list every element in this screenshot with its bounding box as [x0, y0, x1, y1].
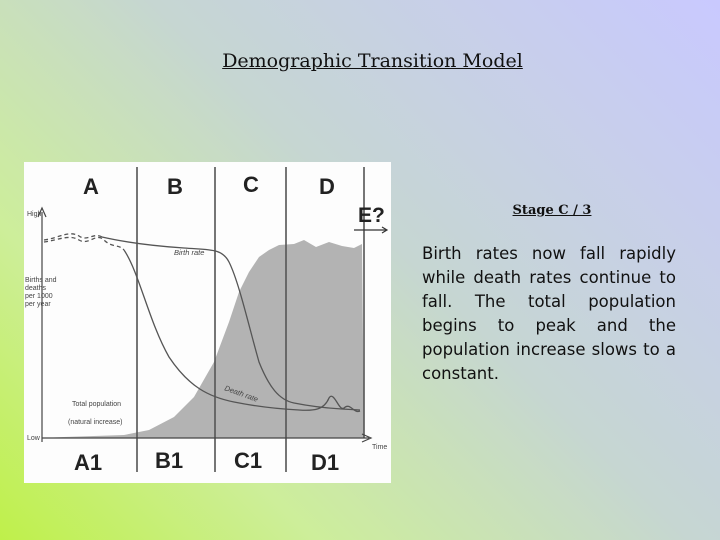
y-axis-label-line: Births and [25, 277, 57, 284]
stage-label-d1: D1 [311, 450, 339, 475]
slide-title: Demographic Transition Model [222, 50, 523, 72]
y-axis-label-line: per year [25, 301, 51, 308]
y-axis-arrow [37, 206, 47, 218]
dtm-diagram: A B C D E? A1 B1 C1 D1 High Low Births a… [25, 167, 389, 475]
y-axis-label-line: per 1000 [25, 293, 53, 300]
stage-label-a: A [83, 174, 99, 199]
total-population-label: Total population [72, 401, 121, 408]
demographic-transition-figure: A B C D E? A1 B1 C1 D1 High Low Births a… [24, 162, 391, 483]
birth-rate-label: Birth rate [174, 248, 204, 257]
birth-rate-curve [101, 236, 361, 411]
stage-heading: Stage C / 3 [512, 203, 592, 218]
stage-label-b: B [167, 174, 183, 199]
death-rate-curve-early [43, 236, 125, 251]
stage-label-b1: B1 [155, 448, 183, 473]
stage-label-e: E? [358, 204, 385, 227]
stage-label-c1: C1 [234, 448, 262, 473]
stage-description: Birth rates now fall rapidly while death… [422, 244, 676, 383]
natural-increase-label: (natural increase) [68, 419, 122, 426]
x-axis-arrow [361, 433, 373, 443]
y-axis-label-line: deaths [25, 285, 47, 292]
y-axis-low-label: Low [27, 435, 41, 442]
stage-label-c: C [243, 172, 259, 197]
stage-e-arrowhead [381, 226, 389, 234]
x-axis-label: Time [372, 444, 387, 451]
y-axis-high-label: High [27, 211, 42, 218]
death-rate-curve [123, 249, 361, 413]
stage-label-a1: A1 [74, 450, 102, 475]
stage-label-d: D [319, 174, 335, 199]
total-population-area [42, 240, 364, 438]
birth-rate-curve-early [43, 233, 103, 241]
